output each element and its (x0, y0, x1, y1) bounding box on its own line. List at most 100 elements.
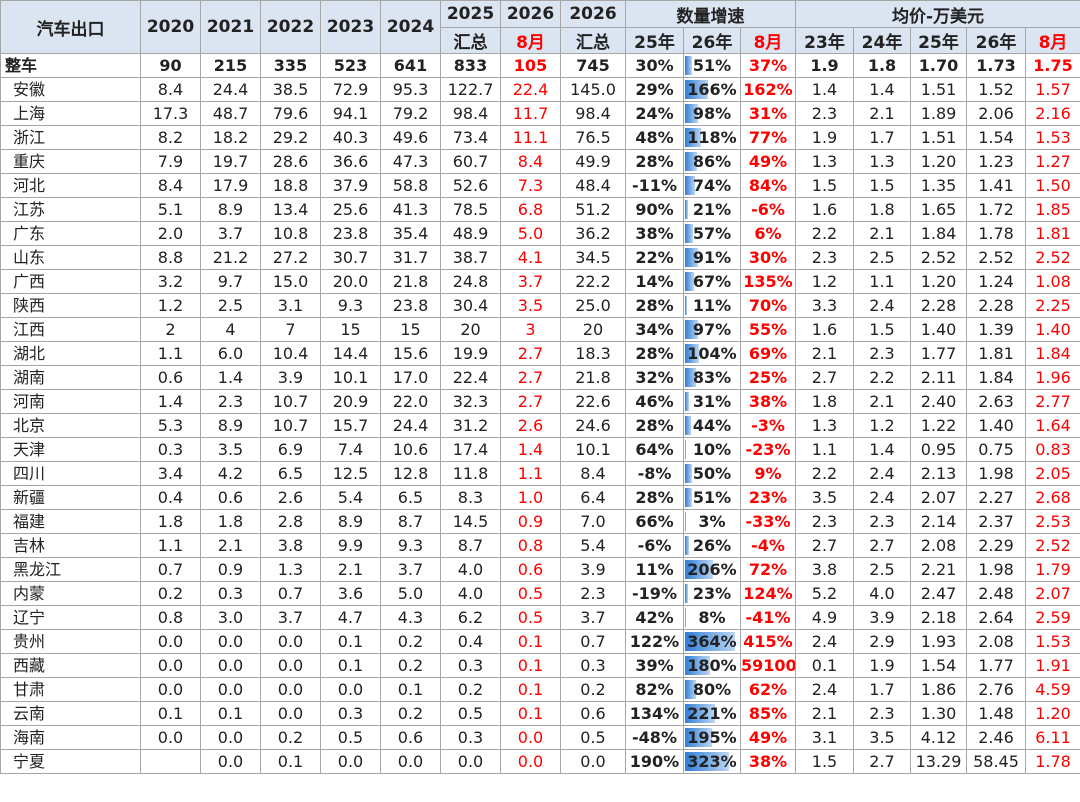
cell: 2.07 (1024, 581, 1080, 606)
cell: 0.1 (140, 701, 201, 726)
cell: 91% (683, 245, 741, 270)
cell: 1.52 (966, 77, 1026, 102)
cell: 1.1 (140, 341, 201, 366)
cell: 37% (740, 53, 796, 78)
cell: 1.72 (966, 197, 1026, 222)
cell: 74% (683, 173, 741, 198)
cell: 4.59 (1024, 677, 1080, 702)
cell: 23% (683, 581, 741, 606)
cell: 8.4 (140, 77, 201, 102)
cell: 15 (380, 317, 441, 342)
table-row: 江苏 5.1 8.9 13.4 25.6 41.3 78.5 6.8 51.2 90% 21% -6%… (0, 197, 1080, 222)
cell: 1.1 (795, 437, 854, 462)
cell: 0.5 (320, 725, 381, 750)
cell-text: 3% (698, 512, 726, 531)
cell: 38.7 (440, 245, 501, 270)
cell: 2.06 (966, 101, 1026, 126)
cell: 2.7 (853, 749, 911, 774)
data-bar (685, 560, 714, 579)
cell: 122% (625, 629, 684, 654)
cell: 1.78 (966, 221, 1026, 246)
table-row: 贵州 0.0 0.0 0.0 0.1 0.2 0.4 0.1 0.7 122% 364% 415% 2.… (0, 629, 1080, 654)
cell: 0.4 (140, 485, 201, 510)
data-bar (685, 200, 688, 219)
cell: 2.1 (853, 101, 911, 126)
cell: 523 (320, 53, 381, 78)
cell: 2.18 (910, 605, 967, 630)
cell: 0.0 (260, 629, 321, 654)
cell: 2.21 (910, 557, 967, 582)
cell: 5.0 (380, 581, 441, 606)
cell: 0.0 (320, 749, 381, 774)
row-label: 山东 (0, 245, 141, 270)
cell: 11% (625, 557, 684, 582)
cell: 8.2 (140, 125, 201, 150)
cell: 2.1 (795, 341, 854, 366)
cell-text: 221% (687, 704, 737, 723)
table-row: 湖北 1.1 6.0 10.4 14.4 15.6 19.9 2.7 18.3 28% 104% 69… (0, 341, 1080, 366)
cell: 38% (740, 389, 796, 414)
cell: 0.83 (1024, 437, 1080, 462)
cell: 30.4 (440, 293, 501, 318)
cell: 0.1 (380, 677, 441, 702)
cell: 2.59 (1024, 605, 1080, 630)
cell: 6.0 (200, 341, 261, 366)
cell: 10.8 (260, 221, 321, 246)
cell: 0.0 (500, 725, 561, 750)
cell: 24.4 (380, 413, 441, 438)
cell: 3.6 (320, 581, 381, 606)
cell: 51% (683, 53, 741, 78)
cell: 14.5 (440, 509, 501, 534)
cell: 58.45 (966, 749, 1026, 774)
table-row: 海南 0.0 0.0 0.2 0.5 0.6 0.3 0.0 0.5 -48% 195% 49% 3.1… (0, 725, 1080, 750)
cell-text: 67% (692, 272, 732, 291)
table-row: 福建 1.8 1.8 2.8 8.9 8.7 14.5 0.9 7.0 66% 3% -33% 2.3 2… (0, 509, 1080, 534)
cell: 70% (740, 293, 796, 318)
cell: 6.2 (440, 605, 501, 630)
cell: 2.37 (966, 509, 1026, 534)
cell: 1.50 (1024, 173, 1080, 198)
cell: 166% (683, 77, 741, 102)
cell: 48.9 (440, 221, 501, 246)
cell: 66% (625, 509, 684, 534)
cell: 19.9 (440, 341, 501, 366)
cell: -23% (740, 437, 796, 462)
cell: 1.9 (795, 125, 854, 150)
cell: 2.3 (853, 509, 911, 534)
cell: 2.6 (500, 413, 561, 438)
cell: 0.2 (380, 629, 441, 654)
cell: 48.4 (560, 173, 626, 198)
cell: 1.64 (1024, 413, 1080, 438)
cell: 2.7 (795, 365, 854, 390)
cell: 0.2 (260, 725, 321, 750)
cell: 0.5 (500, 581, 561, 606)
cell: 1.89 (910, 101, 967, 126)
cell: 27.2 (260, 245, 321, 270)
cell: 31.7 (380, 245, 441, 270)
cell: 23.8 (320, 221, 381, 246)
data-bar (685, 56, 692, 75)
cell: 37.9 (320, 173, 381, 198)
cell: 5.3 (140, 413, 201, 438)
cell: 98% (683, 101, 741, 126)
data-bar (685, 224, 693, 243)
cell: 2.52 (910, 245, 967, 270)
cell: 105 (500, 53, 561, 78)
header-cell: 2024 (380, 0, 441, 54)
row-label: 上海 (0, 101, 141, 126)
cell: 2.4 (853, 485, 911, 510)
cell: 1.86 (910, 677, 967, 702)
cell: 8.4 (560, 461, 626, 486)
cell: 0.1 (500, 653, 561, 678)
cell: 21% (683, 197, 741, 222)
row-label: 北京 (0, 413, 141, 438)
table-body: 整车 90 215 335 523 641 833 105 745 30% 51% 37% 1.9 1.8… (0, 53, 1080, 774)
cell: 3.5 (853, 725, 911, 750)
cell: 0.0 (200, 677, 261, 702)
cell: 2.52 (966, 245, 1026, 270)
cell: 2.3 (560, 581, 626, 606)
cell: 0.0 (140, 629, 201, 654)
cell-text: 97% (692, 320, 732, 339)
cell: 7.0 (560, 509, 626, 534)
cell: 18.8 (260, 173, 321, 198)
